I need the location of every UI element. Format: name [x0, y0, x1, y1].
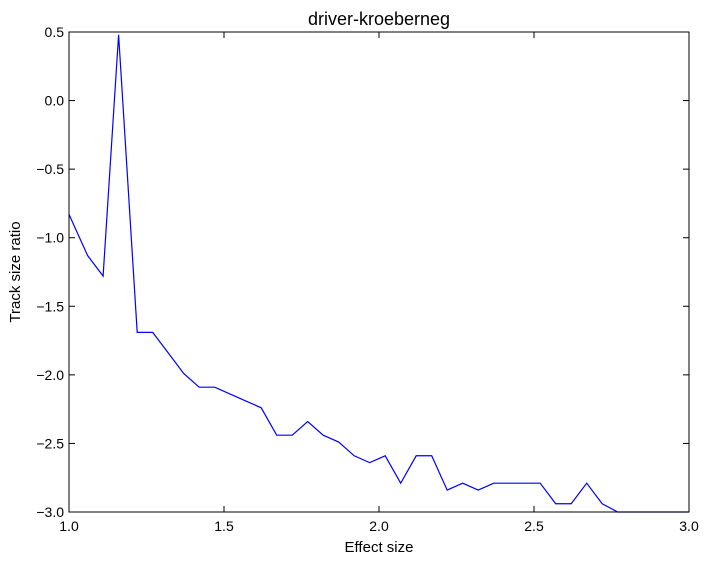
y-tick-label: −2.5: [36, 435, 64, 451]
y-tick-label: −3.0: [36, 504, 64, 520]
series-layer: [68, 34, 689, 513]
y-tick-label: 0.0: [45, 93, 65, 109]
chart-title: driver-kroeberneg: [308, 9, 450, 29]
y-tick-label: −2.0: [36, 367, 64, 383]
y-tick-label: 0.5: [45, 24, 65, 40]
x-tick-label: 2.5: [524, 518, 544, 534]
x-tick-label: 2.0: [369, 518, 389, 534]
x-tick-label: 1.0: [59, 518, 79, 534]
y-tick-label: −1.5: [36, 298, 64, 314]
y-tick-label: −1.0: [36, 230, 64, 246]
x-tick-label: 3.0: [679, 518, 699, 534]
x-axis-label: Effect size: [345, 539, 414, 556]
ticks-layer: 1.0 1.5 2.0 2.5 3.0 0.5 0.0 −0.5 −1.0 −1.5 −2.0 −2.…: [36, 24, 699, 534]
x-tick-label: 1.5: [214, 518, 234, 534]
series-line-0: [68, 34, 689, 513]
y-axis-label: Track size ratio: [7, 221, 24, 322]
y-tick-label: −0.5: [36, 161, 64, 177]
